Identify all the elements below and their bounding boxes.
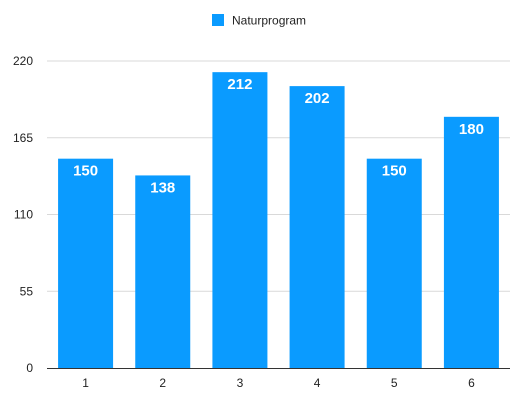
- y-tick-label-110: 110: [14, 208, 33, 222]
- x-axis-tick-labels: 1 2 3 4 5 6: [82, 376, 475, 390]
- y-axis-tick-labels: 0 55 110 165 220: [13, 54, 33, 375]
- x-tick-label-3: 3: [237, 376, 244, 390]
- y-tick-label-55: 55: [20, 284, 34, 298]
- data-label-3: 212: [227, 76, 252, 93]
- data-label-6: 180: [459, 121, 484, 138]
- data-label-4: 202: [305, 90, 330, 107]
- y-tick-label-0: 0: [26, 361, 33, 375]
- bar-5: [366, 158, 422, 368]
- x-tick-label-4: 4: [314, 376, 321, 390]
- bar-2: [135, 175, 191, 368]
- data-label-5: 150: [382, 163, 407, 180]
- x-tick-label-6: 6: [468, 376, 475, 390]
- bar-1: [58, 158, 114, 368]
- gridlines: [47, 60, 510, 292]
- data-label-2: 138: [150, 179, 175, 196]
- y-tick-label-165: 165: [13, 131, 33, 145]
- legend-swatch: [212, 14, 224, 26]
- bars: 150 138 212 202 150 180: [58, 72, 499, 369]
- bar-3: [212, 72, 268, 368]
- x-tick-label-5: 5: [391, 376, 398, 390]
- bar-6: [443, 116, 499, 369]
- x-tick-label-2: 2: [159, 376, 166, 390]
- legend-label-naturprogram: Naturprogram: [232, 14, 306, 28]
- y-tick-label-220: 220: [13, 54, 33, 68]
- legend: Naturprogram: [212, 14, 306, 28]
- data-label-1: 150: [73, 163, 98, 180]
- bar-4: [289, 86, 345, 369]
- x-tick-label-1: 1: [82, 376, 89, 390]
